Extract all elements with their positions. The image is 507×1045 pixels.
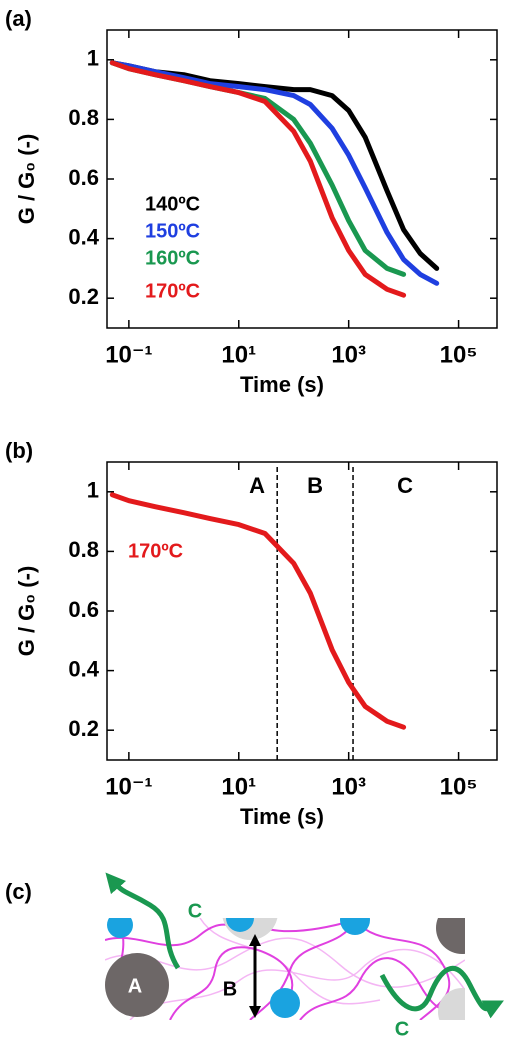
y-axis-title: G / G₀ (-) bbox=[14, 566, 39, 657]
label-a: A bbox=[128, 975, 142, 997]
legend-label: 170ºC bbox=[128, 540, 183, 562]
y-tick-label: 1 bbox=[87, 46, 99, 71]
y-tick-label: 0.4 bbox=[68, 224, 99, 249]
x-axis-title: Time (s) bbox=[240, 372, 324, 397]
legend-label: 170ºC bbox=[145, 280, 200, 302]
label-c: C bbox=[395, 1018, 409, 1040]
y-tick-label: 0.8 bbox=[68, 105, 99, 130]
y-tick-label: 0.2 bbox=[68, 284, 99, 309]
x-tick-label: 10³ bbox=[331, 341, 366, 368]
y-tick-label: 0.6 bbox=[68, 165, 99, 190]
y-tick-label: 0.6 bbox=[68, 597, 99, 622]
y-tick-label: 0.2 bbox=[68, 716, 99, 741]
legend-label: 150ºC bbox=[145, 220, 200, 242]
region-label: A bbox=[249, 473, 265, 498]
data-line bbox=[109, 492, 407, 730]
legend-label: 160ºC bbox=[145, 247, 200, 269]
x-tick-label: 10³ bbox=[331, 773, 366, 800]
x-tick-label: 10⁵ bbox=[440, 341, 478, 368]
x-tick-label: 10¹ bbox=[221, 773, 256, 800]
x-axis-title: Time (s) bbox=[240, 804, 324, 829]
charts: (a) 0.2 0.4 0.6 0.8 1 10⁻¹ 10¹ 10³ 10⁵ Time (s) G /… bbox=[5, 6, 498, 829]
y-tick-label: 0.4 bbox=[68, 656, 99, 681]
x-tick-label: 10⁻¹ bbox=[105, 341, 152, 368]
legend-label: 140ºC bbox=[145, 193, 200, 215]
data-line bbox=[109, 60, 440, 286]
region-label: B bbox=[307, 473, 323, 498]
y-tick-label: 0.8 bbox=[68, 537, 99, 562]
x-tick-label: 10¹ bbox=[221, 341, 256, 368]
y-tick-label: 1 bbox=[87, 478, 99, 503]
label-b: B bbox=[223, 978, 237, 1000]
panel-label: (b) bbox=[5, 438, 33, 463]
data-line bbox=[109, 60, 407, 298]
x-tick-label: 10⁻¹ bbox=[105, 773, 152, 800]
label-c: C bbox=[188, 900, 202, 922]
region-label: C bbox=[397, 473, 413, 498]
panel-label: (c) bbox=[5, 879, 32, 904]
diagram: (c) A bbox=[5, 872, 504, 1040]
x-tick-label: 10⁵ bbox=[440, 773, 478, 800]
y-axis-title: G / G₀ (-) bbox=[14, 134, 39, 225]
data-line bbox=[109, 60, 407, 277]
network bbox=[105, 918, 465, 1020]
panel-label: (a) bbox=[5, 6, 32, 31]
